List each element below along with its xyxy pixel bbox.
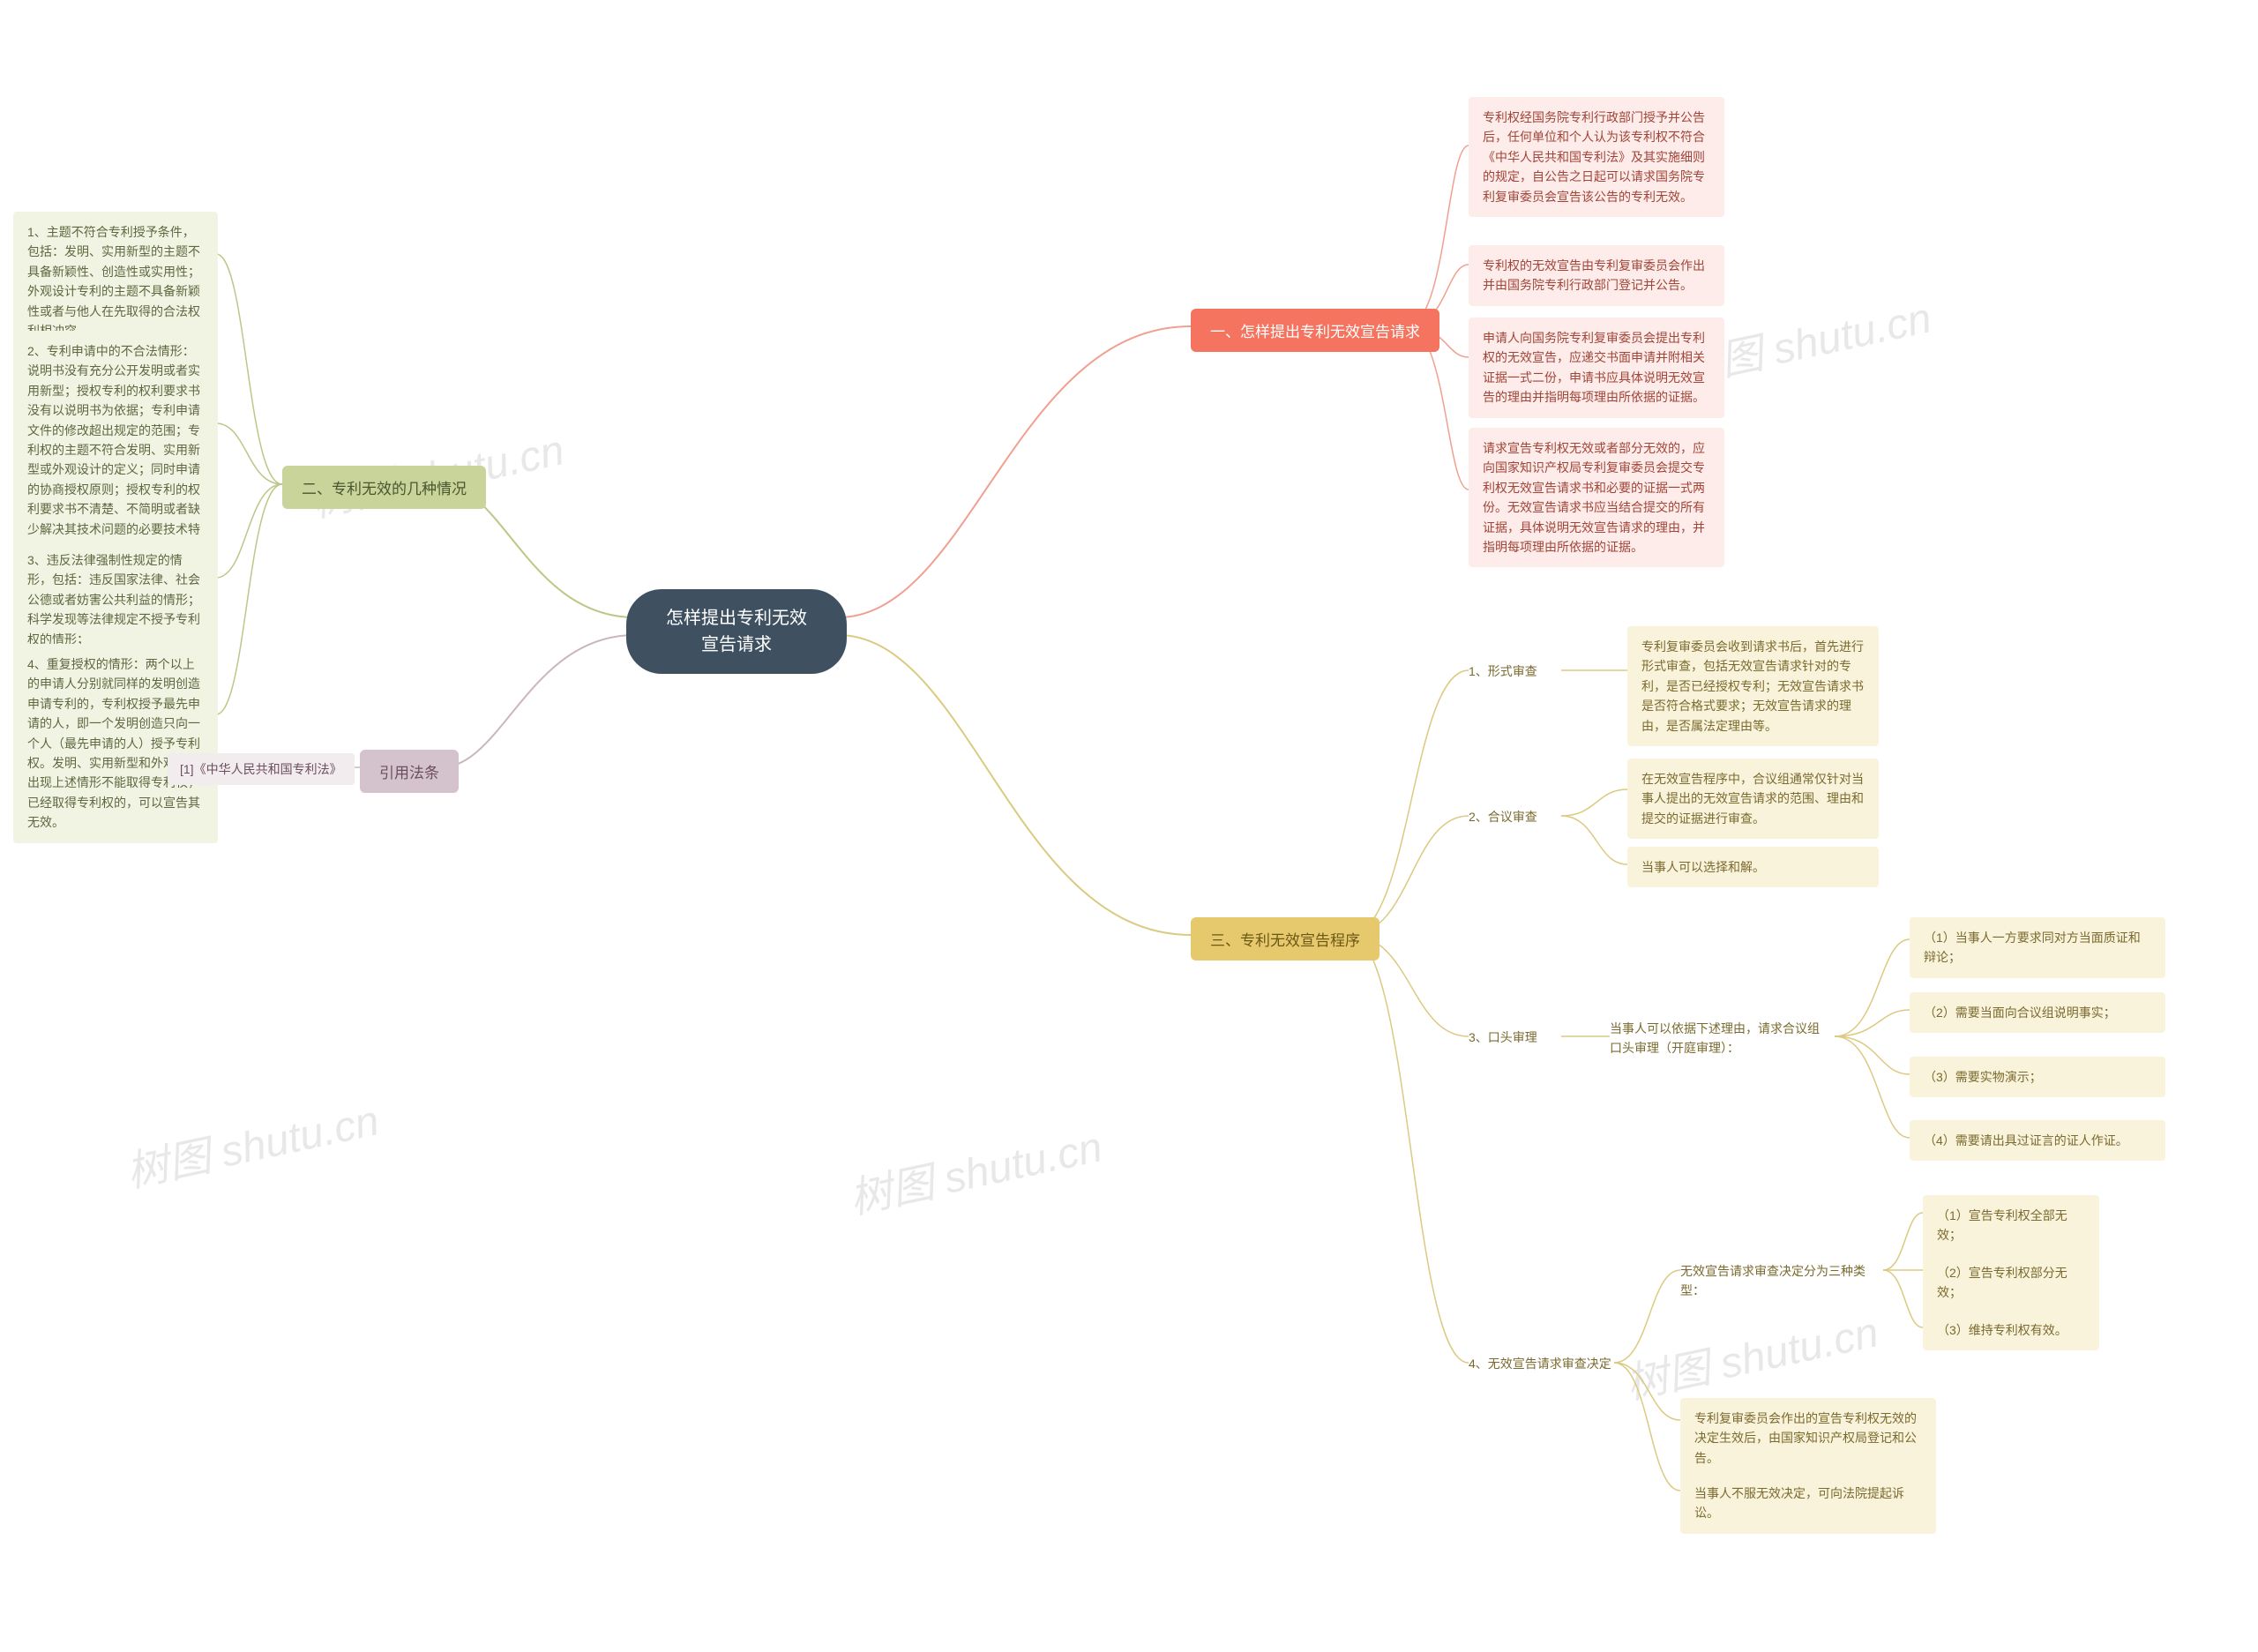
b3-s3-item-2: （3）需要实物演示；	[1910, 1057, 2165, 1097]
center-title: 怎样提出专利无效宣告请求	[626, 589, 847, 674]
b3-s1-label: 1、形式审查	[1469, 662, 1537, 681]
branch-2-title: 二、专利无效的几种情况	[282, 466, 486, 509]
b3-s4-type-1: （2）宣告专利权部分无效；	[1923, 1252, 2099, 1313]
b1-item-3: 请求宣告专利权无效或者部分无效的，应向国家知识产权局专利复审委员会提交专利权无效…	[1469, 428, 1724, 567]
b1-item-0: 专利权经国务院专利行政部门授予并公告后，任何单位和个人认为该专利权不符合《中华人…	[1469, 97, 1724, 217]
b4-item: [1]《中华人民共和国专利法》	[168, 753, 355, 785]
branch-4-title: 引用法条	[360, 750, 459, 793]
b3-s1-text: 专利复审委员会收到请求书后，首先进行形式审查，包括无效宣告请求针对的专利，是否已…	[1627, 626, 1879, 746]
b2-item-3: 4、重复授权的情形：两个以上的申请人分别就同样的发明创造申请专利的，专利权授予最…	[13, 644, 218, 843]
b2-item-2: 3、违反法律强制性规定的情形，包括：违反国家法律、社会公德或者妨害公共利益的情形…	[13, 540, 218, 660]
branch-4: 引用法条	[360, 750, 459, 793]
b3-s4-type-2: （3）维持专利权有效。	[1923, 1310, 2099, 1350]
b3-s3-item-3: （4）需要请出具过证言的证人作证。	[1910, 1120, 2165, 1161]
b3-s4-t2: 当事人不服无效决定，可向法院提起诉讼。	[1680, 1473, 1936, 1534]
branch-1-title: 一、怎样提出专利无效宣告请求	[1191, 309, 1439, 352]
watermark: 树图 shutu.cn	[120, 1086, 384, 1200]
watermark: 树图 shutu.cn	[1619, 1297, 1883, 1411]
b3-s4-label: 4、无效宣告请求审查决定	[1469, 1354, 1611, 1373]
b2-item-1: 2、专利申请中的不合法情形：说明书没有充分公开发明或者实用新型；授权专利的权利要…	[13, 331, 218, 569]
b3-s3-label: 3、口头审理	[1469, 1028, 1537, 1047]
b3-s4-group: 无效宣告请求审查决定分为三种类型：	[1680, 1261, 1883, 1301]
branch-2: 二、专利无效的几种情况	[282, 466, 486, 509]
b3-s2-t2: 当事人可以选择和解。	[1627, 847, 1879, 887]
branch-3-title: 三、专利无效宣告程序	[1191, 917, 1379, 961]
b1-item-2: 申请人向国务院专利复审委员会提出专利权的无效宣告，应递交书面申请并附相关证据一式…	[1469, 318, 1724, 418]
b3-s4-type-0: （1）宣告专利权全部无效；	[1923, 1195, 2099, 1256]
b3-s3-item-0: （1）当事人一方要求同对方当面质证和辩论；	[1910, 917, 2165, 978]
b3-s2-label: 2、合议审查	[1469, 807, 1537, 826]
b3-s2-t1: 在无效宣告程序中，合议组通常仅针对当事人提出的无效宣告请求的范围、理由和提交的证…	[1627, 759, 1879, 839]
b3-s4-t1: 专利复审委员会作出的宣告专利权无效的决定生效后，由国家知识产权局登记和公告。	[1680, 1398, 1936, 1478]
b3-s3-item-1: （2）需要当面向合议组说明事实；	[1910, 992, 2165, 1033]
branch-3: 三、专利无效宣告程序	[1191, 917, 1379, 961]
branch-1: 一、怎样提出专利无效宣告请求	[1191, 309, 1439, 352]
b1-item-1: 专利权的无效宣告由专利复审委员会作出并由国务院专利行政部门登记并公告。	[1469, 245, 1724, 306]
watermark: 树图 shutu.cn	[843, 1112, 1107, 1226]
center-node: 怎样提出专利无效宣告请求	[626, 589, 847, 674]
b3-s3-intro: 当事人可以依据下述理由，请求合议组口头审理（开庭审理）：	[1610, 1019, 1830, 1058]
